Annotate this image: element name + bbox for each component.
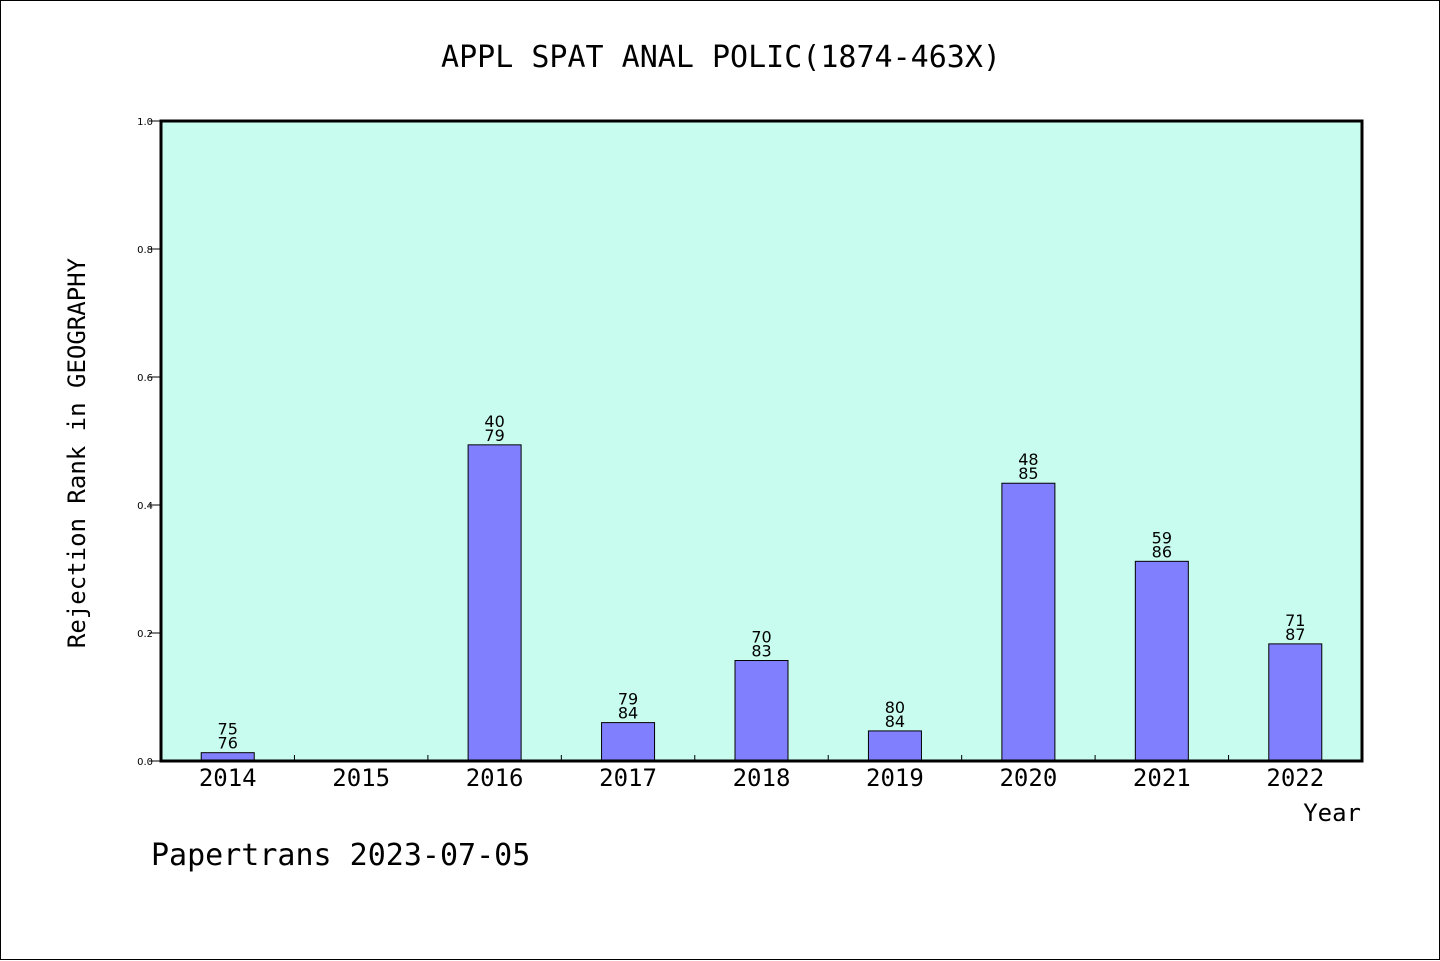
plot-frame [159,119,1364,763]
bar-label-bottom: 84 [618,704,638,723]
bar-label-bottom: 83 [751,642,771,661]
bar-2018 [734,660,789,762]
y-tick-label: 0.6 [137,373,153,384]
x-tick-label: 2016 [466,764,524,792]
bar-2017 [601,722,656,762]
bar-label-top: 70 [751,628,771,647]
y-tick-label: 0.4 [137,501,153,512]
y-tick-label: 0.2 [137,629,153,640]
bar-label-top: 71 [1285,611,1305,630]
y-tick-label: 1.0 [137,117,153,128]
bar-label-top: 80 [885,698,905,717]
bar-2021 [1134,560,1189,762]
x-tick-label: 2015 [332,764,390,792]
x-tick-label: 2020 [999,764,1057,792]
bar-label-top: 75 [218,720,238,739]
bar-2019 [867,730,922,762]
x-axis-label: Year [1303,799,1361,827]
y-tick-label: 0.0 [137,757,153,768]
y-axis-ticks: 0.0 0.2 0.4 0.6 0.8 1.0 [137,117,161,768]
x-tick-label: 2021 [1133,764,1191,792]
bar-label-bottom: 85 [1018,464,1038,483]
bar-2016 [467,444,522,762]
bar-label-top: 48 [1018,450,1038,469]
bar-label-top: 40 [484,412,504,431]
x-tick-label: 2018 [733,764,791,792]
footer-date-text: Papertrans 2023-07-05 [151,838,530,873]
bar-2022 [1268,643,1323,762]
x-tick-label: 2017 [599,764,657,792]
bar-label-top: 79 [618,690,638,709]
x-tick-label: 2022 [1266,764,1324,792]
bar-2020 [1001,482,1056,762]
bar-label-top: 59 [1152,528,1172,547]
x-tick-label: 2014 [199,764,257,792]
bar-label-bottom: 84 [885,712,905,731]
bar-label-bottom: 79 [484,426,504,445]
x-axis-ticks: 2014 2015 2016 2017 2018 2019 2020 2021 2022 [199,755,1324,792]
bar-label-bottom: 87 [1285,625,1305,644]
bar-label-bottom: 86 [1152,542,1172,561]
y-axis-label: Rejection Rank in GEOGRAPHY [63,257,91,648]
chart-title: APPL SPAT ANAL POLIC(1874-463X) [441,40,1001,75]
bar-label-bottom: 76 [218,734,238,753]
y-tick-label: 0.8 [137,245,153,256]
x-tick-label: 2019 [866,764,924,792]
